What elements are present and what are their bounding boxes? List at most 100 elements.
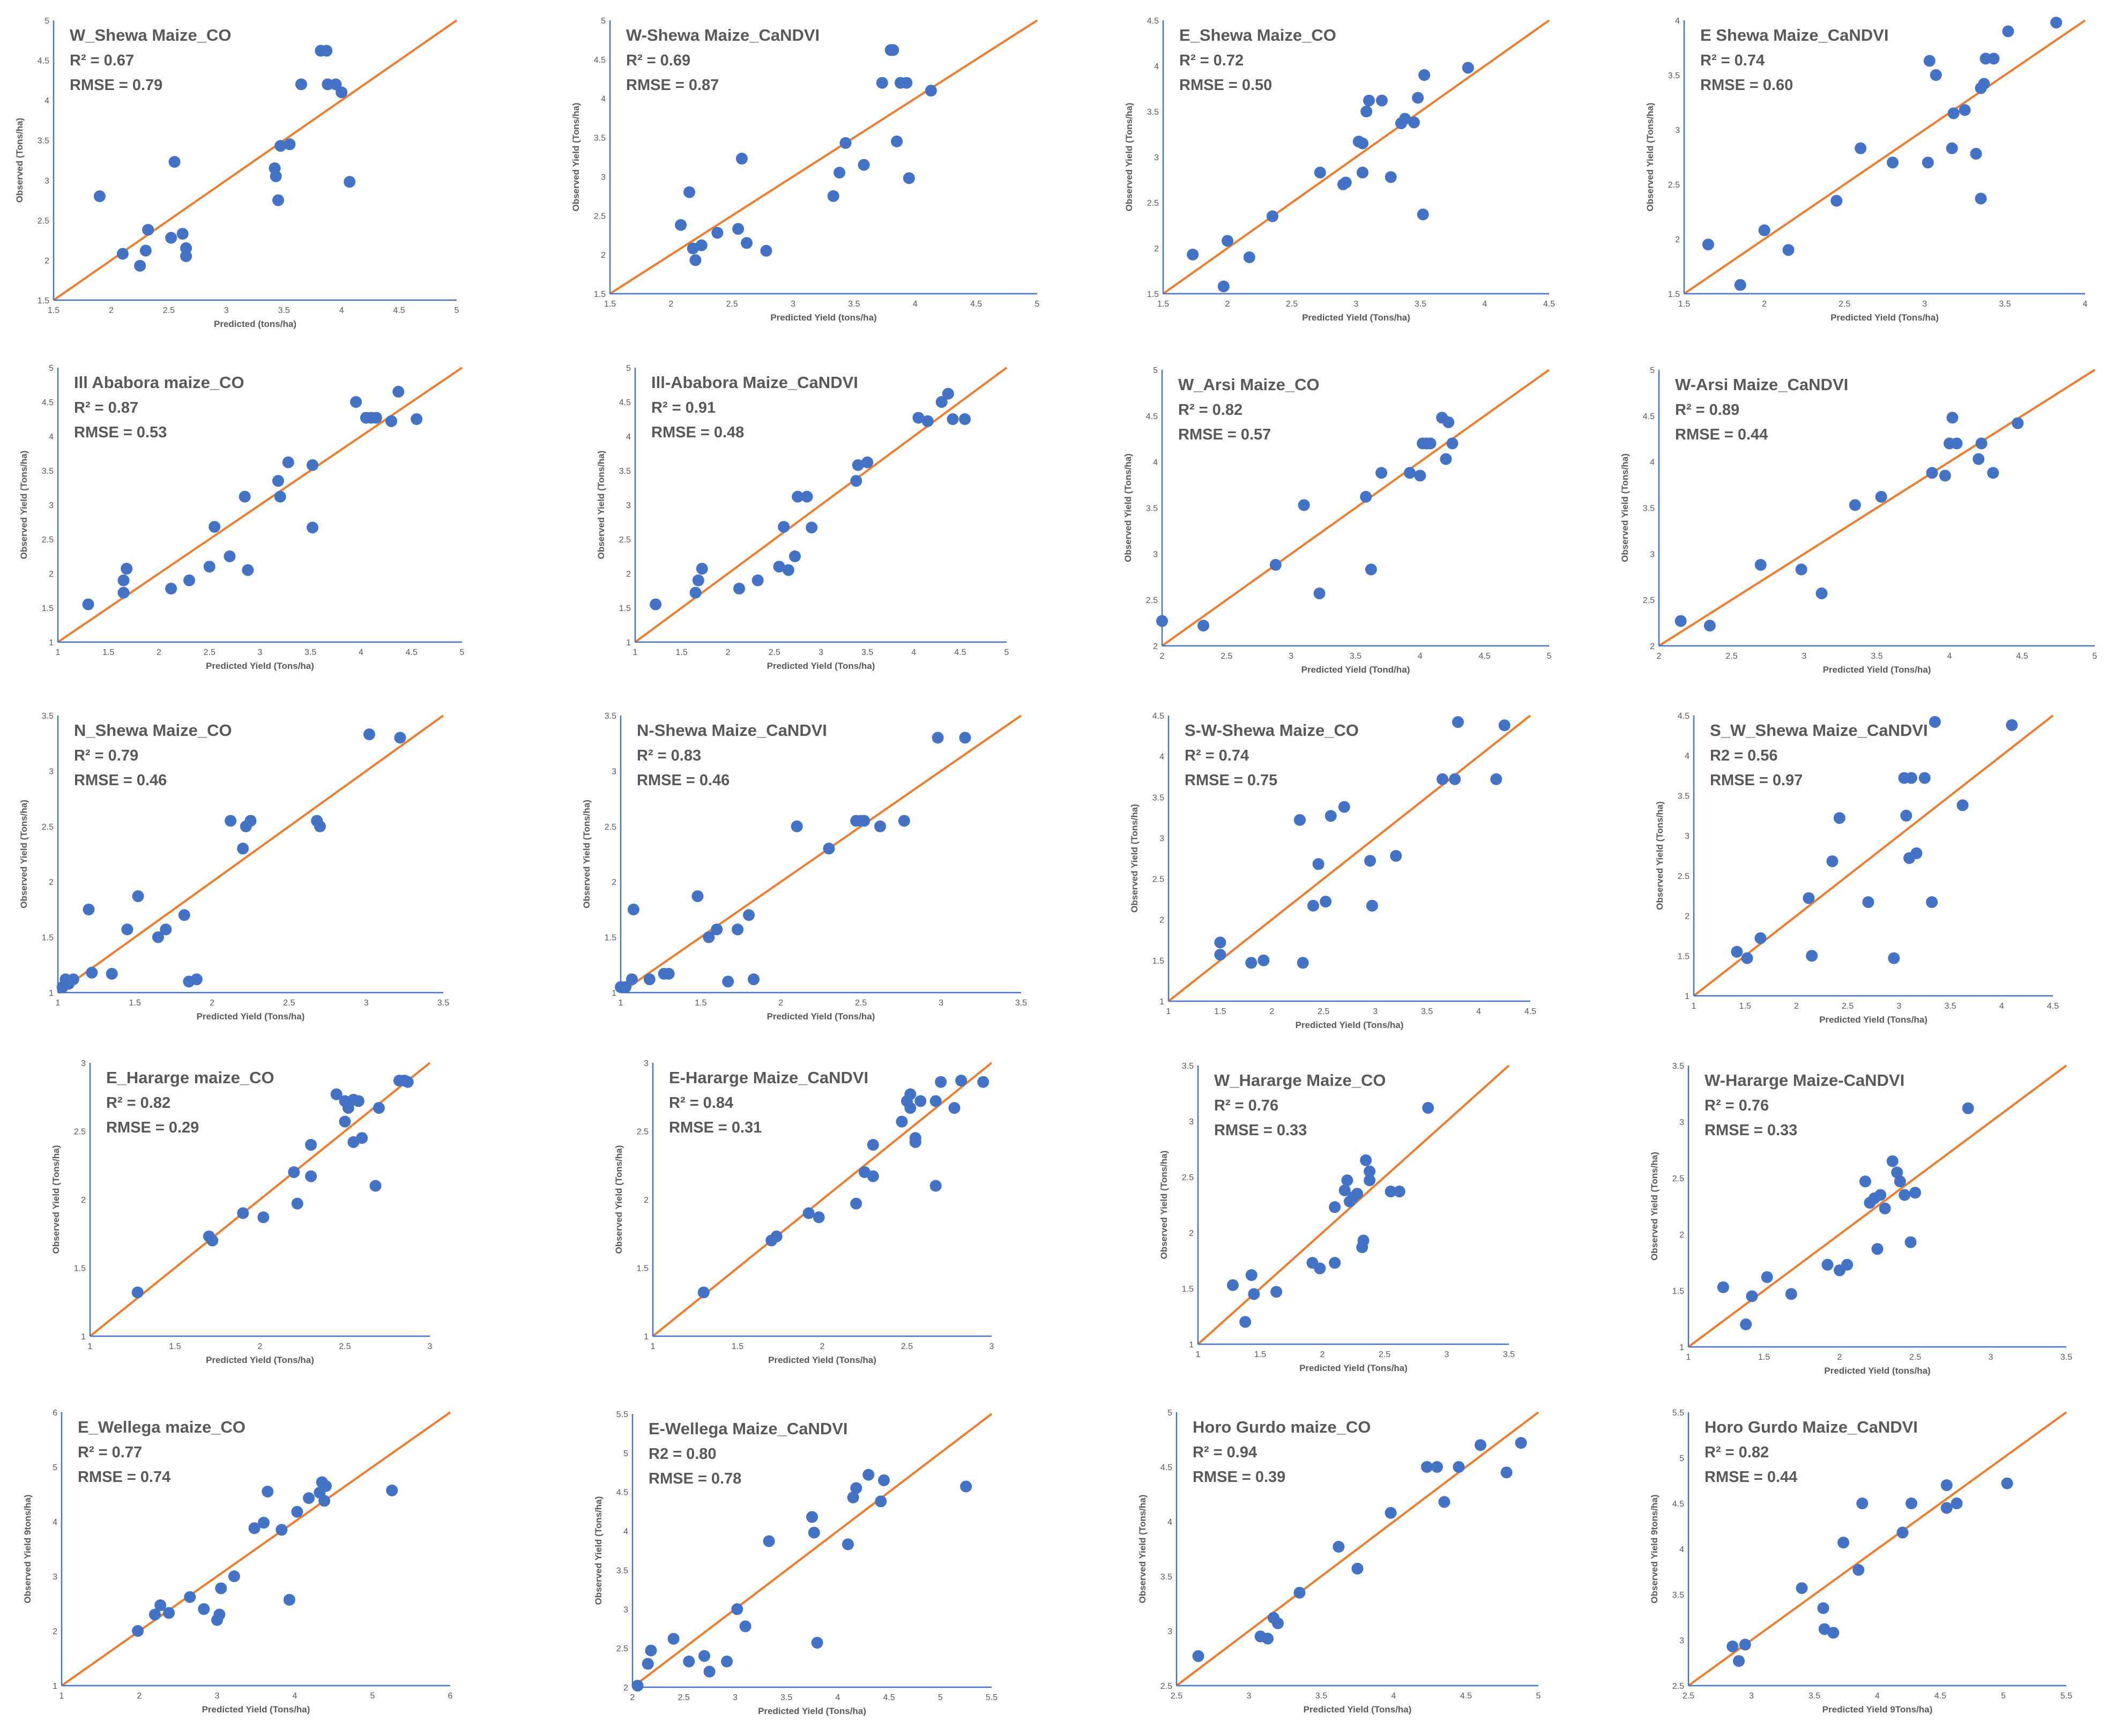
data-point [770, 1230, 783, 1242]
y-axis-title: Observed Yield (Tons/ha) [593, 1496, 604, 1605]
y-tick-label: 4.5 [616, 1488, 628, 1497]
y-tick-label: 3 [1189, 1117, 1194, 1127]
x-tick-label: 1 [59, 1692, 64, 1701]
data-point [314, 820, 326, 832]
r-squared-label: R2 = 0.80 [649, 1446, 717, 1463]
rmse-label: RMSE = 0.53 [74, 424, 167, 441]
data-point [1269, 558, 1282, 571]
y-tick-label: 2.5 [42, 823, 54, 832]
data-point [1830, 195, 1843, 207]
data-point [1930, 69, 1942, 81]
x-tick-label: 3.5 [2060, 1353, 2072, 1362]
chart-panel-r3c3: 1 1.5 2 2.5 3 3.5 4 4.5 1 1.5 2 2.5 3 3.5 4 4.5 Predicte… [1129, 712, 1536, 1030]
data-point [788, 550, 801, 562]
data-point [117, 574, 130, 586]
r-squared-label: R² = 0.67 [70, 52, 134, 69]
y-tick-label: 2.5 [637, 1128, 649, 1137]
r-squared-label: R² = 0.87 [74, 399, 138, 416]
data-point [237, 1207, 249, 1219]
data-point [1926, 896, 1938, 908]
x-tick-label: 4.5 [406, 648, 418, 657]
y-tick-label: 5 [44, 17, 49, 26]
data-point [1462, 62, 1474, 74]
x-tick-label: 2.5 [1171, 1692, 1182, 1701]
data-point [696, 563, 708, 575]
data-point [643, 973, 656, 986]
data-point [291, 1197, 303, 1210]
data-point [867, 1170, 879, 1182]
data-point [1364, 1165, 1376, 1178]
data-point [1856, 1497, 1869, 1509]
x-axis-title: Predicted Yield (Tons/ha) [767, 661, 875, 671]
x-tick-label: 2 [1794, 1002, 1799, 1011]
y-tick-label: 2.5 [1160, 1682, 1172, 1691]
y-tick-label: 2.5 [38, 217, 49, 226]
y-tick-label: 1.5 [619, 604, 631, 613]
rmse-label: RMSE = 0.44 [1675, 426, 1768, 443]
x-tick-label: 4 [359, 648, 363, 657]
y-tick-label: 2 [1159, 916, 1164, 925]
y-tick-label: 2.5 [1643, 596, 1655, 605]
y-tick-label: 2 [81, 1196, 86, 1205]
data-point [1918, 772, 1931, 784]
data-point [356, 1132, 368, 1144]
chart-title: E_Shewa Maize_CO [1179, 26, 1336, 44]
data-point [1293, 1586, 1306, 1599]
data-point [692, 574, 704, 586]
data-point [763, 1535, 775, 1547]
x-tick-label: 3.5 [278, 306, 290, 315]
x-tick-label: 4 [1947, 652, 1952, 661]
data-point [1390, 850, 1402, 862]
x-axis-title: Predicted Yield (Tons/ha) [767, 1011, 875, 1022]
chart-panel-r3c1: 1 1.5 2 2.5 3 3.5 1 1.5 2 2.5 3 3.5 Predicted Yield … [19, 712, 449, 1022]
data-point [1746, 1290, 1758, 1302]
rmse-label: RMSE = 0.46 [637, 772, 730, 789]
data-point [154, 1599, 167, 1612]
x-tick-label: 2 [668, 300, 673, 309]
x-tick-label: 1.5 [1678, 300, 1690, 309]
x-axis-title: Predicted Yield (Tons/ha) [1823, 665, 1931, 675]
x-tick-label: 5 [1035, 300, 1040, 309]
data-point [1970, 147, 1982, 160]
y-tick-label: 2 [49, 878, 54, 887]
y-tick-label: 1.5 [1147, 290, 1159, 299]
data-point [948, 1102, 961, 1114]
x-tick-label: 4 [2083, 300, 2088, 309]
data-point [1785, 1288, 1797, 1300]
data-point [1351, 1562, 1364, 1575]
y-tick-label: 4 [1675, 17, 1680, 26]
data-point [1874, 1189, 1887, 1201]
data-point [228, 1570, 240, 1582]
data-point [732, 223, 745, 235]
data-point [394, 732, 406, 744]
data-point [741, 237, 753, 249]
y-tick-label: 3 [1650, 550, 1655, 559]
y-tick-label: 5 [623, 1449, 628, 1458]
data-point [1329, 1257, 1341, 1269]
x-tick-label: 2 [1657, 652, 1662, 661]
data-point [184, 1591, 196, 1603]
data-point [139, 244, 152, 257]
y-tick-label: 1.5 [1672, 1287, 1684, 1296]
data-point [1245, 957, 1257, 969]
r-squared-label: R² = 0.91 [651, 399, 716, 416]
y-tick-label: 4 [601, 95, 606, 104]
x-tick-label: 5.5 [986, 1693, 998, 1702]
data-point [2006, 719, 2018, 731]
y-tick-label: 3.5 [1672, 1591, 1684, 1600]
y-tick-label: 1 [49, 638, 54, 647]
data-point [932, 732, 944, 744]
y-tick-label: 1 [1685, 992, 1690, 1001]
x-tick-label: 2.5 [855, 999, 867, 1008]
data-point [1803, 892, 1815, 904]
y-tick-label: 3 [1679, 1636, 1684, 1645]
y-tick-label: 2.5 [1146, 596, 1158, 605]
chart-title: W_Shewa Maize_CO [70, 26, 231, 44]
data-point [321, 44, 333, 57]
data-point [1270, 1286, 1283, 1298]
data-point [121, 923, 133, 936]
y-tick-label: 3.5 [1678, 792, 1690, 801]
rmse-label: RMSE = 0.46 [74, 772, 167, 789]
x-axis-title: Predicted Yield (Tons/ha) [1299, 1363, 1408, 1373]
y-tick-label: 4 [44, 96, 49, 106]
